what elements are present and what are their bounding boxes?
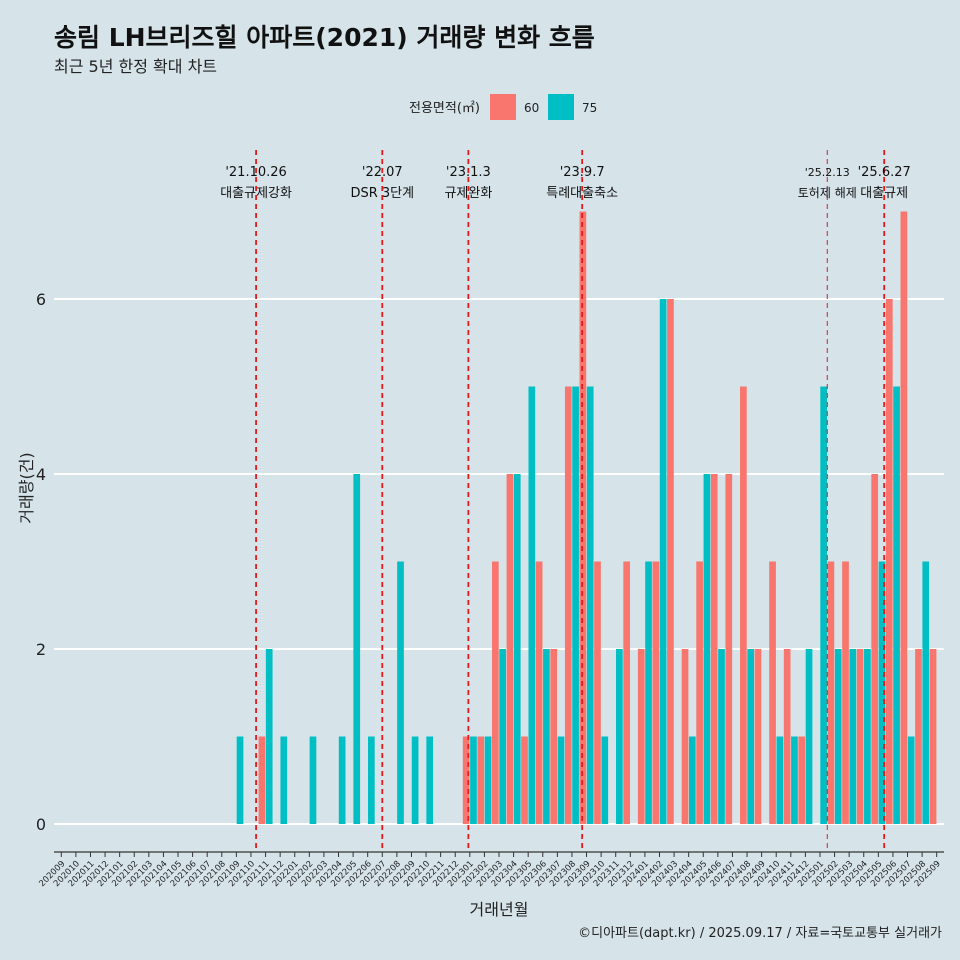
bar-60 (594, 561, 601, 824)
bar-75 (616, 649, 623, 824)
legend-swatch-60 (490, 94, 516, 120)
bar-75 (411, 736, 419, 824)
bar-75 (805, 649, 813, 824)
legend-label-75: 75 (582, 101, 597, 115)
legend-swatch-75 (548, 94, 574, 120)
bar-60 (885, 299, 893, 824)
bar-60 (783, 649, 791, 824)
event-label: 토허제 해제 (798, 186, 857, 200)
event-date: '25.6.27 (858, 165, 911, 180)
legend-label-60: 60 (524, 101, 539, 115)
source-caption: ©디아파트(dapt.kr) / 2025.09.17 / 자료=국토교통부 실… (578, 926, 942, 941)
y-axis-title: 거래량(건) (17, 452, 36, 523)
bar-60 (623, 561, 631, 824)
bar-60 (258, 736, 266, 824)
bar-60 (827, 561, 835, 824)
bar-75 (513, 474, 521, 824)
legend-title: 전용면적(㎡) (409, 101, 480, 116)
event-label: DSR 3단계 (350, 186, 414, 201)
bar-75 (922, 561, 930, 824)
bar-60 (564, 386, 572, 824)
bar-75 (601, 736, 609, 824)
bar-60 (842, 561, 849, 824)
bar-60 (929, 649, 937, 824)
bar-75 (864, 649, 871, 824)
bar-60 (900, 211, 908, 824)
bar-75 (367, 736, 375, 824)
bar-75 (353, 474, 361, 824)
chart-subtitle: 최근 5년 한정 확대 차트 (54, 57, 218, 76)
bar-75 (586, 386, 594, 824)
bar-75 (893, 386, 900, 824)
bar-75 (543, 649, 550, 824)
bar-75 (528, 386, 536, 824)
bar-60 (915, 649, 922, 824)
event-date: '25.2.13 (805, 166, 850, 179)
bar-60 (725, 474, 733, 824)
bar-75 (834, 649, 842, 824)
bar-60 (579, 211, 587, 824)
bar-75 (703, 474, 711, 824)
bar-60 (740, 386, 747, 824)
bar-60 (477, 736, 485, 824)
chart-title: 송림 LH브리즈힐 아파트(2021) 거래량 변화 흐름 (54, 23, 595, 52)
event-label: 대출규제강화 (220, 186, 292, 201)
bar-60 (681, 649, 689, 824)
bar-60 (506, 474, 514, 824)
bar-75 (659, 299, 667, 824)
y-tick-label: 0 (36, 815, 46, 834)
bar-60 (871, 474, 879, 824)
bar-60 (550, 649, 558, 824)
bar-60 (710, 474, 718, 824)
bar-75 (849, 649, 857, 824)
bar-75 (484, 736, 492, 824)
bar-75 (907, 736, 915, 824)
bar-60 (492, 561, 499, 824)
bar-75 (236, 736, 244, 824)
bar-75 (397, 561, 404, 824)
bar-75 (747, 649, 755, 824)
event-label: 규제완화 (444, 186, 492, 201)
bar-60 (754, 649, 762, 824)
event-date: '22.07 (362, 165, 403, 180)
bar-60 (667, 299, 674, 824)
bar-75 (280, 736, 288, 824)
bar-75 (426, 736, 434, 824)
bar-60 (696, 561, 703, 824)
x-axis-title: 거래년월 (470, 900, 529, 919)
event-label: 특례대출축소 (546, 186, 618, 201)
bar-60 (637, 649, 645, 824)
event-label: 대출규제 (860, 186, 908, 201)
event-date: '21.10.26 (225, 165, 286, 180)
bar-75 (265, 649, 273, 824)
bar-75 (791, 736, 798, 824)
bar-75 (878, 561, 886, 824)
bar-75 (776, 736, 784, 824)
bar-75 (820, 386, 827, 824)
y-tick-label: 2 (36, 640, 46, 659)
bar-75 (470, 736, 477, 824)
bar-75 (309, 736, 317, 824)
bar-75 (718, 649, 725, 824)
y-tick-label: 6 (36, 290, 46, 309)
bar-60 (652, 561, 660, 824)
event-date: '23.1.3 (446, 165, 491, 180)
bar-60 (521, 736, 528, 824)
event-date: '23.9.7 (560, 165, 605, 180)
bar-60 (798, 736, 806, 824)
y-tick-label: 4 (36, 465, 46, 484)
bar-60 (769, 561, 776, 824)
bar-75 (572, 386, 579, 824)
bar-75 (499, 649, 506, 824)
bar-75 (645, 561, 652, 824)
bar-60 (856, 649, 864, 824)
bar-75 (557, 736, 565, 824)
bar-75 (688, 736, 696, 824)
bar-60 (462, 736, 470, 824)
bar-60 (535, 561, 543, 824)
bar-75 (338, 736, 346, 824)
